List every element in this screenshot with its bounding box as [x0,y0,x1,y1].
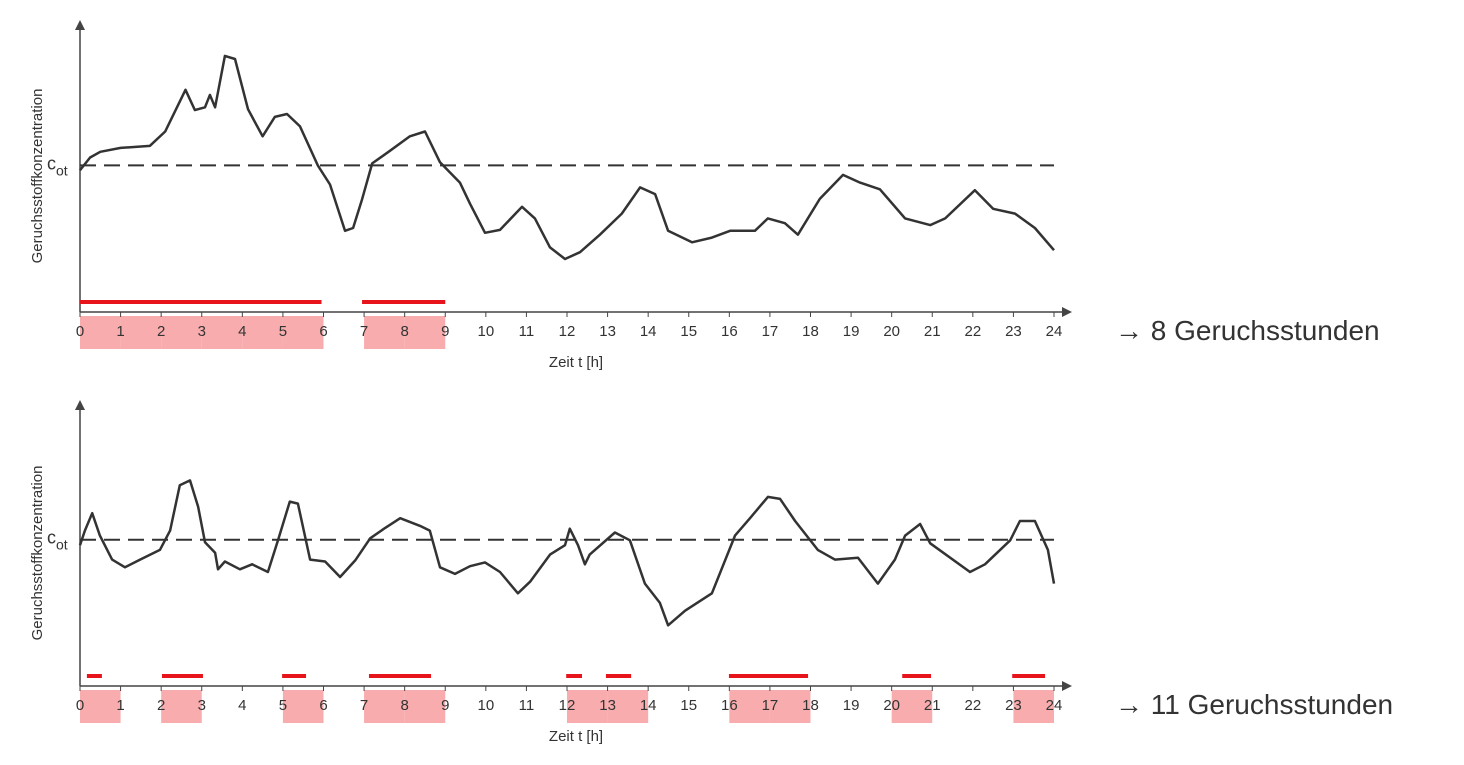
x-tick-label: 19 [843,697,860,714]
x-tick-label: 17 [762,697,779,714]
x-tick-label: 23 [1005,697,1022,714]
x-tick-label: 7 [360,697,368,714]
x-tick-label: 22 [964,323,981,340]
x-tick-label: 12 [559,323,576,340]
x-tick-label: 15 [680,323,697,340]
panel: 0 1 2 3 4 5 6 7 8 9 10 11 12 13 14 15 16 17 18 19 20 21 22 23 24… [29,20,1380,371]
x-tick-label: 14 [640,323,657,340]
x-tick-label: 12 [559,697,576,714]
threshold-label: cot [47,528,68,553]
x-tick-label: 1 [116,697,124,714]
y-axis-label: Geruchsstoffkonzentration [29,466,46,641]
y-axis-label: Geruchsstoffkonzentration [29,89,46,264]
x-tick-label: 10 [477,697,494,714]
y-axis-arrow [75,20,85,30]
odour-hour [161,690,202,723]
threshold-symbol: c [47,153,56,173]
odour-hour [120,316,162,349]
result: → 11 Geruchsstunden [1115,689,1393,720]
x-tick-label: 8 [400,323,408,340]
threshold-symbol: c [47,528,56,548]
x-tick-label: 22 [964,697,981,714]
x-tick-label: 9 [441,323,449,340]
odour-hour [607,690,649,723]
x-tick-label: 18 [802,323,819,340]
x-tick-label: 20 [883,697,900,714]
x-tick-label: 14 [640,697,657,714]
threshold-subscript: ot [56,537,68,553]
odour-hour [404,690,446,723]
x-tick-label: 2 [157,697,165,714]
y-axis-arrow [75,400,85,410]
odour-hour [364,690,405,723]
x-tick-label: 24 [1046,323,1063,340]
x-tick-label: 5 [279,697,287,714]
odour-hour [161,316,202,349]
x-tick-label: 20 [883,323,900,340]
odour-hour [282,316,324,349]
odour-hour [567,690,608,723]
x-tick-label: 23 [1005,323,1022,340]
odour-hour [201,316,243,349]
x-axis-label: Zeit t [h] [549,728,603,745]
x-axis-arrow [1062,681,1072,691]
x-tick-label: 21 [924,697,941,714]
x-tick-label: 13 [599,323,616,340]
x-tick-label: 9 [441,697,449,714]
x-tick-label: 4 [238,697,246,714]
x-tick-label: 3 [198,697,206,714]
x-tick-label: 7 [360,323,368,340]
x-tick-label: 0 [76,323,84,340]
concentration-line [78,479,1056,627]
odour-hour [769,690,811,723]
odour-hour [729,690,770,723]
x-axis-arrow [1062,307,1072,317]
x-tick-label: 18 [802,697,819,714]
x-tick-label: 1 [116,323,124,340]
concentration-line [79,54,1055,261]
odour-hour [282,690,324,723]
x-tick-label: 19 [843,323,860,340]
odour-hour [242,316,283,349]
x-tick-label: 17 [762,323,779,340]
odour-hour [364,316,405,349]
threshold-subscript: ot [56,162,68,178]
threshold-label: cot [47,153,68,178]
odour-hour [891,690,933,723]
x-tick-label: 13 [599,697,616,714]
x-axis-label: Zeit t [h] [549,354,603,371]
x-tick-label: 16 [721,697,738,714]
x-tick-label: 5 [279,323,287,340]
odour-hour [80,316,121,349]
x-tick-label: 6 [319,323,327,340]
odour-hour [1013,690,1054,723]
result: → 8 Geruchsstunden [1115,315,1380,346]
x-tick-label: 3 [198,323,206,340]
x-tick-label: 24 [1046,697,1063,714]
panel: 0 1 2 3 4 5 6 7 8 9 10 11 12 13 14 15 16 17 18 19 20 21 22 23 24… [29,400,1393,745]
x-tick-label: 2 [157,323,165,340]
x-tick-label: 15 [680,697,697,714]
odour-hour [404,316,446,349]
x-tick-label: 8 [400,697,408,714]
x-tick-label: 16 [721,323,738,340]
odour-hour [80,690,121,723]
x-tick-label: 11 [519,323,535,340]
x-tick-label: 6 [319,697,327,714]
x-tick-label: 10 [477,323,494,340]
x-tick-label: 4 [238,323,246,340]
x-tick-label: 11 [519,697,535,714]
x-tick-label: 0 [76,697,84,714]
x-tick-label: 21 [924,323,941,340]
